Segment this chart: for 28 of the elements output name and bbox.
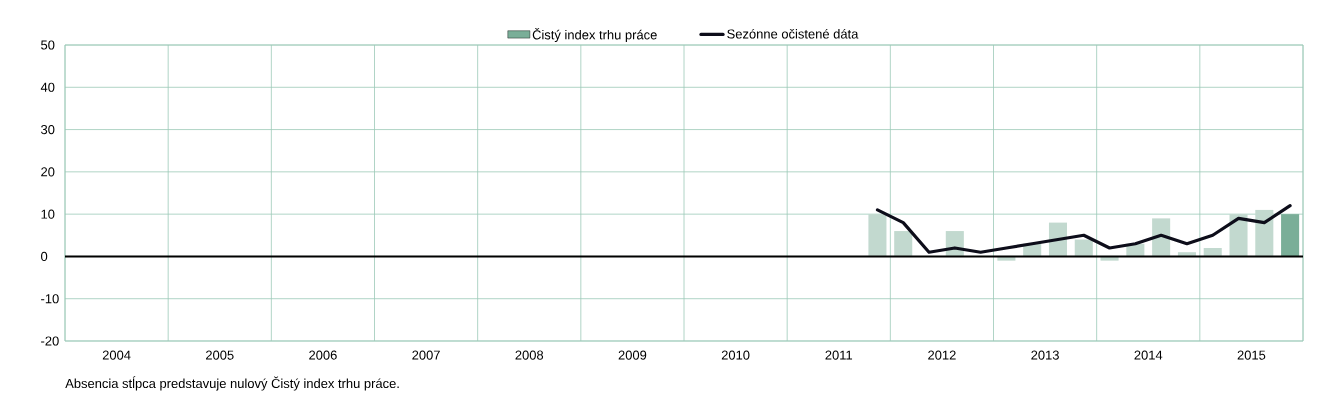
x-tick-label: 2010 — [721, 350, 750, 360]
bar — [868, 214, 887, 257]
x-tick-label: 2007 — [412, 350, 440, 360]
y-tick-label: 0 — [41, 251, 48, 262]
x-tick-label: 2004 — [102, 350, 131, 360]
legend-label: Sezónne očistené dáta — [727, 28, 859, 39]
x-tick-label: 2008 — [515, 350, 544, 360]
x-tick-label: 2015 — [1237, 350, 1266, 360]
bar — [1229, 214, 1248, 257]
bar — [1281, 214, 1300, 257]
y-tick-label: -10 — [41, 294, 59, 304]
x-tick-label: 2005 — [206, 350, 234, 360]
y-tick-label: 10 — [41, 209, 55, 219]
x-tick-label: 2006 — [309, 350, 337, 360]
x-tick-label: 2011 — [825, 350, 853, 360]
bar — [894, 231, 913, 257]
x-tick-label: 2013 — [1031, 350, 1059, 360]
y-tick-label: 30 — [41, 124, 55, 135]
y-tick-label: 20 — [41, 167, 55, 177]
y-tick-label: 40 — [40, 82, 55, 92]
x-tick-label: 2012 — [928, 350, 956, 360]
y-tick-label: -20 — [41, 336, 59, 346]
line-series — [875, 204, 1292, 254]
x-tick-label: 2009 — [618, 350, 647, 360]
text: Absencia stĺpca predstavuje nulový Čistý index trhu práce. — [65, 376, 399, 391]
y-tick-label: 50 — [41, 40, 55, 50]
x-tick-label: 2014 — [1134, 350, 1163, 360]
legend-label: Čistý index trhu práce — [532, 27, 657, 43]
